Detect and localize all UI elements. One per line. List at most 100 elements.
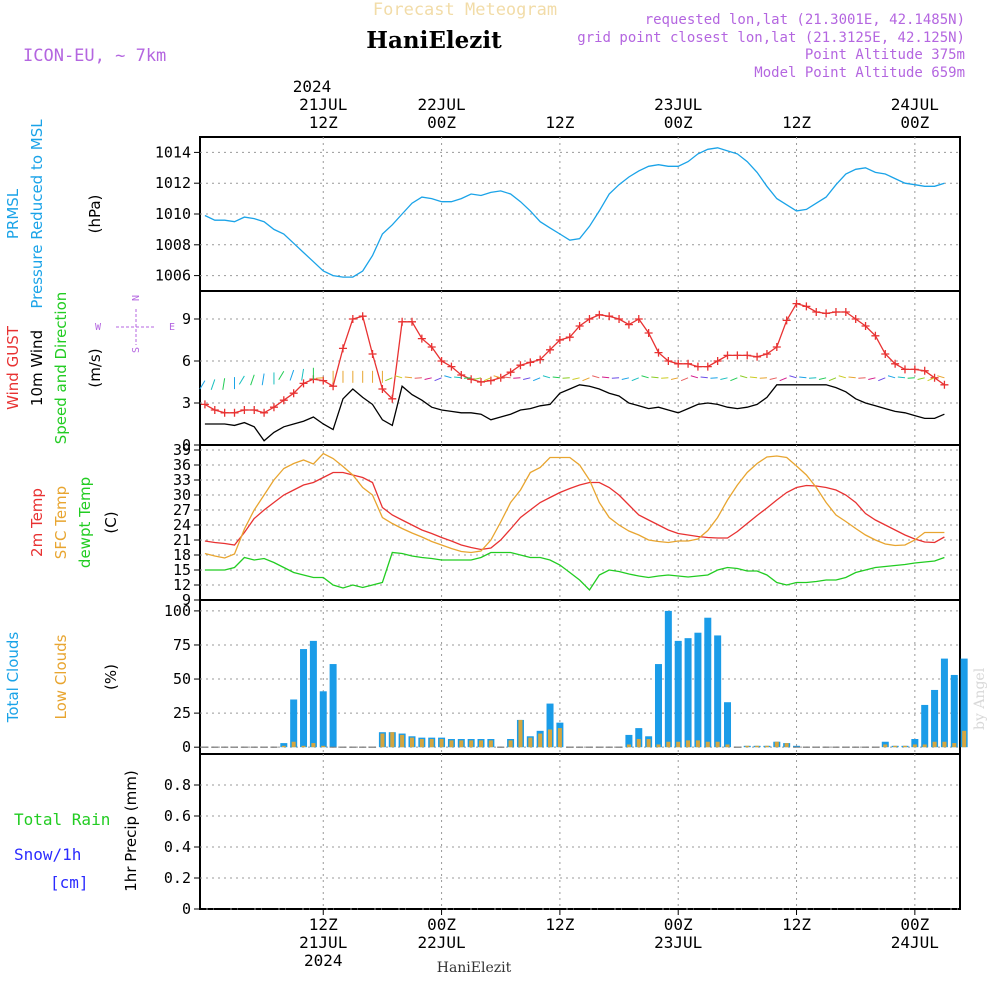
gust-marker bbox=[526, 358, 535, 367]
cloud-bar bbox=[755, 745, 760, 748]
y-tick-label: 1012 bbox=[155, 174, 191, 192]
panel-label: Pressure Reduced to MSL bbox=[28, 119, 46, 309]
gust-marker bbox=[289, 389, 298, 398]
y-tick-label: 1010 bbox=[155, 205, 191, 223]
wind-arrow bbox=[927, 377, 935, 382]
grid-point-coords: grid point closest lon,lat (21.3125E, 42… bbox=[577, 30, 965, 46]
gust-marker bbox=[891, 359, 900, 368]
bottom-hour-label: 00Z bbox=[900, 915, 929, 934]
y-tick-label: 36 bbox=[173, 456, 191, 474]
cloud-bar bbox=[479, 740, 484, 748]
y-tick-label: 1006 bbox=[155, 267, 191, 285]
top-day-label: 22JUL bbox=[417, 95, 465, 114]
cloud-bar bbox=[922, 744, 927, 748]
wind-arrow bbox=[404, 376, 413, 379]
gust-marker bbox=[555, 336, 564, 344]
wind-arrow bbox=[289, 369, 295, 381]
gust-marker bbox=[536, 355, 545, 364]
cloud-bar bbox=[646, 739, 651, 748]
cloud-bar bbox=[291, 741, 296, 748]
cloud-bar bbox=[548, 729, 553, 748]
top-year: 2024 bbox=[293, 77, 332, 96]
gust-marker bbox=[753, 352, 762, 361]
cloud-bar bbox=[311, 743, 316, 748]
panel-label: 10m Wind bbox=[28, 330, 46, 406]
panel-label: SFC Temp bbox=[52, 486, 70, 559]
gust-marker bbox=[299, 379, 308, 388]
gust-marker bbox=[220, 408, 229, 417]
model-point-altitude: Model Point Altitude 659m bbox=[754, 65, 965, 81]
y-tick-label: 50 bbox=[173, 670, 191, 688]
cloud-bar bbox=[656, 744, 661, 748]
series-10m-wind bbox=[204, 384, 945, 442]
cloud-bar bbox=[921, 704, 929, 748]
gust-marker bbox=[269, 403, 278, 412]
cloud-bar bbox=[557, 728, 562, 748]
gust-marker bbox=[338, 344, 347, 353]
gust-marker bbox=[200, 400, 209, 409]
wind-arrow bbox=[592, 375, 600, 379]
gust-marker bbox=[427, 343, 436, 351]
y-tick-label: 33 bbox=[173, 471, 191, 489]
y-tick-label: 0 bbox=[182, 900, 191, 918]
bottom-day-label: 22JUL bbox=[417, 933, 465, 952]
gust-marker bbox=[733, 351, 742, 360]
cloud-bar bbox=[625, 734, 633, 748]
gust-marker bbox=[240, 406, 249, 414]
wind-arrow bbox=[301, 368, 305, 381]
wind-arrow bbox=[670, 377, 679, 380]
gust-marker bbox=[585, 315, 594, 323]
series-dewpt-temp bbox=[204, 551, 945, 592]
wind-arrow bbox=[434, 377, 442, 382]
gust-marker bbox=[378, 385, 387, 393]
wind-arrow bbox=[385, 377, 393, 382]
wind-arrow bbox=[749, 376, 758, 379]
panels: 1006100810101012101403699121518212427303… bbox=[4, 119, 968, 918]
gust-marker bbox=[279, 396, 288, 405]
cloud-bar bbox=[664, 610, 672, 748]
wind-arrow bbox=[532, 377, 541, 382]
wind-arrow bbox=[572, 377, 580, 380]
cloud-bar bbox=[419, 739, 424, 748]
y-tick-label: 25 bbox=[173, 704, 191, 722]
wind-arrow bbox=[848, 376, 856, 379]
gust-marker bbox=[407, 317, 416, 326]
y-tick-label: 24 bbox=[173, 516, 191, 534]
cloud-bar bbox=[321, 745, 326, 748]
cloud-bar bbox=[409, 737, 414, 748]
gust-marker bbox=[831, 308, 840, 316]
bottom-hour-label: 12Z bbox=[545, 915, 574, 934]
cloud-bar bbox=[911, 739, 919, 748]
panel-pressure: 1006 1008 1010 1012 1014 bbox=[155, 136, 961, 292]
cloud-bar bbox=[715, 741, 720, 748]
cloud-bar bbox=[784, 743, 789, 748]
point-altitude: Point Altitude 375m bbox=[805, 47, 965, 63]
gust-marker bbox=[762, 350, 771, 358]
bottom-day-label: 21JUL bbox=[299, 933, 347, 952]
compass-north: N bbox=[131, 295, 142, 301]
gust-marker bbox=[546, 345, 555, 354]
cloud-bar bbox=[725, 744, 730, 748]
gust-marker bbox=[693, 362, 702, 371]
cloud-bar bbox=[654, 664, 662, 748]
y-tick-label: 39 bbox=[173, 441, 191, 459]
bottom-hour-label: 12Z bbox=[309, 915, 338, 934]
compass-west: W bbox=[95, 322, 102, 333]
y-tick-label: 0.2 bbox=[164, 869, 191, 887]
wind-arrow bbox=[601, 376, 610, 379]
gust-marker bbox=[654, 348, 663, 357]
gust-marker bbox=[684, 359, 693, 368]
bottom-hour-label: 12Z bbox=[782, 915, 811, 934]
cloud-bar bbox=[459, 740, 464, 748]
gust-marker bbox=[812, 308, 821, 316]
wind-arrow bbox=[818, 377, 827, 380]
panel-label: dewpt Temp bbox=[76, 477, 94, 568]
wind-arrow bbox=[483, 377, 492, 382]
gust-marker bbox=[674, 359, 683, 368]
wind-arrow bbox=[720, 377, 728, 380]
series-prmsl bbox=[204, 147, 945, 278]
cloud-bar bbox=[390, 732, 395, 748]
wind-arrow bbox=[739, 375, 748, 379]
cloud-bar bbox=[508, 740, 513, 748]
